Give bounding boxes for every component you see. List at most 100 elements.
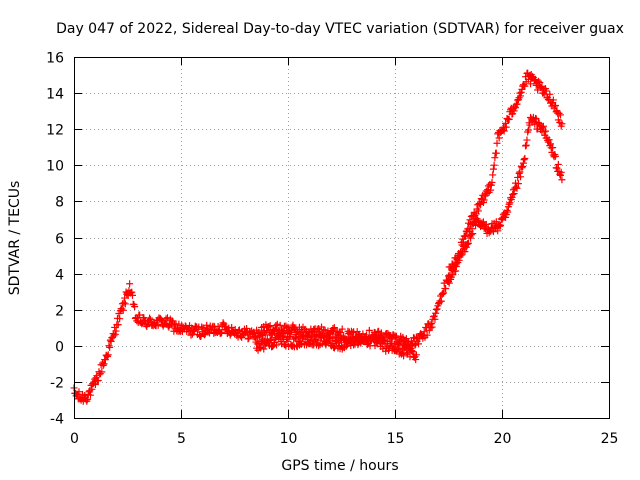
- data-point: [268, 331, 276, 339]
- data-point: [106, 343, 114, 351]
- data-point: [546, 90, 554, 98]
- data-point: [505, 115, 513, 123]
- data-point: [128, 288, 136, 296]
- data-point: [445, 272, 452, 280]
- data-point: [496, 222, 504, 230]
- data-point: [338, 325, 346, 333]
- data-point: [365, 326, 373, 334]
- data-point: [399, 333, 407, 341]
- data-point: [475, 199, 483, 207]
- data-point: [438, 290, 446, 298]
- data-point: [524, 126, 532, 134]
- data-point: [432, 309, 440, 317]
- data-point: [94, 376, 102, 384]
- data-point: [151, 321, 159, 329]
- data-point: [260, 345, 268, 353]
- data-point: [497, 221, 505, 229]
- data-point: [315, 342, 323, 350]
- data-point: [218, 328, 226, 336]
- y-tick-label: 10: [46, 159, 64, 175]
- data-point: [423, 331, 431, 339]
- data-point: [549, 96, 557, 104]
- y-tick-label: 8: [55, 195, 64, 211]
- data-point: [515, 169, 523, 177]
- data-point: [111, 330, 119, 338]
- data-point: [552, 152, 559, 160]
- data-point: [276, 321, 284, 329]
- y-tick-label: -2: [50, 376, 64, 392]
- data-point: [407, 347, 415, 355]
- data-point: [228, 323, 236, 331]
- data-point: [456, 252, 464, 260]
- data-point: [547, 140, 555, 148]
- data-point: [164, 322, 172, 330]
- data-point: [400, 352, 408, 360]
- y-tick-label: -4: [50, 412, 64, 428]
- data-points: [70, 69, 566, 405]
- data-point: [514, 180, 522, 188]
- data-point: [522, 141, 530, 149]
- data-point: [545, 136, 553, 144]
- data-point: [492, 149, 500, 157]
- data-point: [273, 341, 281, 349]
- data-point: [219, 319, 227, 327]
- data-point: [502, 123, 510, 131]
- data-point: [112, 327, 120, 335]
- data-point: [278, 332, 286, 340]
- data-point: [480, 196, 488, 204]
- y-tick-label: 0: [55, 340, 64, 356]
- data-point: [103, 352, 111, 360]
- data-point: [508, 193, 516, 201]
- data-point: [490, 161, 498, 169]
- data-point: [433, 305, 441, 313]
- data-point: [310, 332, 318, 340]
- data-point: [120, 299, 128, 307]
- data-point: [91, 380, 99, 388]
- data-point: [401, 342, 409, 350]
- data-point: [520, 156, 528, 164]
- x-tick-label: 20: [494, 431, 512, 447]
- data-point: [500, 127, 508, 135]
- data-point: [452, 267, 460, 275]
- data-point: [489, 171, 497, 179]
- data-point: [415, 340, 423, 348]
- data-point: [522, 142, 530, 150]
- data-point: [88, 385, 96, 393]
- data-point: [104, 351, 112, 359]
- data-point: [502, 119, 510, 127]
- data-point: [198, 323, 206, 331]
- data-point: [518, 164, 526, 172]
- y-tick-label: 2: [55, 304, 64, 320]
- data-point: [427, 324, 435, 332]
- data-point: [557, 168, 565, 176]
- data-point: [330, 324, 338, 332]
- data-point: [556, 171, 564, 179]
- x-tick-label: 5: [177, 431, 186, 447]
- data-point: [521, 82, 529, 90]
- data-point: [495, 134, 503, 142]
- gridlines: [74, 57, 609, 418]
- data-point: [427, 320, 435, 328]
- data-point: [457, 248, 465, 256]
- data-point: [527, 80, 535, 88]
- data-point: [393, 346, 401, 354]
- data-point: [517, 88, 525, 96]
- data-point: [549, 144, 557, 152]
- data-point: [510, 190, 518, 198]
- data-point: [467, 234, 475, 242]
- data-point: [408, 347, 416, 355]
- data-point: [555, 109, 563, 117]
- data-point: [245, 334, 253, 342]
- data-point: [532, 115, 540, 123]
- data-point: [86, 391, 94, 399]
- data-point: [201, 331, 209, 339]
- data-point: [114, 321, 122, 329]
- data-point: [503, 206, 511, 214]
- data-point: [352, 332, 360, 340]
- data-point: [554, 160, 562, 168]
- data-point: [558, 120, 566, 128]
- data-point: [493, 139, 501, 147]
- data-point: [119, 306, 127, 314]
- data-point: [440, 289, 448, 297]
